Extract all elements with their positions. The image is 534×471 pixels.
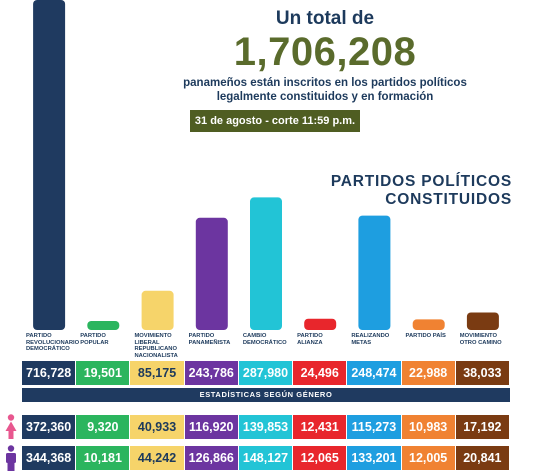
party-total-value: 24,496 [293,361,348,385]
party-name-label: REALIZANDO METAS [351,333,390,346]
men-count-cell: 44,242 [130,446,185,470]
party-name-label: CAMBIO DEMOCRÁTICO [242,333,287,346]
date-badge: 31 de agosto - corte 11:59 p.m. [190,110,360,132]
party-name-label: MOVIMIENTO LIBERAL REPUBLICANO NACIONALI… [134,333,178,359]
men-count-cell: 133,201 [347,446,402,470]
bar-0 [33,0,66,330]
women-count-cell: 9,320 [76,415,131,439]
party-name-label: PARTIDO POPULAR [80,333,109,346]
men-count-cell: 10,181 [76,446,131,470]
party-name-label: PARTIDO PANAMEÑISTA [188,333,231,346]
party-name-label: MOVIMIENTO OTRO CAMINO [459,333,502,346]
subtitle-line-2: legalmente constituidos y en formación [216,91,434,103]
party-total-value: 243,786 [184,361,239,385]
intro-title: Un total de [275,8,375,29]
women-row: 372,360 9,320 40,933 116,920 139,853 12,431 11… [22,415,510,439]
bar-7 [412,319,445,330]
men-row: 344,368 10,181 44,242 126,866 148,127 12,065 1… [22,446,510,470]
party-total-value: 716,728 [22,361,77,385]
section-title-line-1: PARTIDOS POLÍTICOS [330,173,512,190]
party-total-value: 287,980 [238,361,294,385]
men-count-cell: 148,127 [238,446,294,470]
bar-6 [358,215,391,330]
men-count-cell: 20,841 [455,446,510,470]
women-count-cell: 116,920 [184,415,239,439]
men-count-cell: 344,368 [22,446,77,470]
party-name-label: PARTIDO PAÍS [405,333,446,339]
bar-4 [250,197,282,330]
subtitle-line-1: panameños están inscritos en los partido… [183,77,467,89]
header: Un total de 1,706,208 panameños están in… [120,8,530,104]
women-count-cell: 115,273 [347,415,402,439]
party-total-row: 716,728 19,501 85,175 243,786 287,980 24,496 2… [22,361,510,385]
section-title: PARTIDOS POLÍTICOS CONSTITUIDOS [331,173,512,209]
male-icon [6,445,16,471]
men-count-cell: 126,866 [184,446,239,470]
female-icon [5,414,17,439]
party-name-label: PARTIDO ALIANZA [297,333,323,346]
bar-1 [87,321,120,330]
party-total-value: 248,474 [347,361,402,385]
section-title-line-2: CONSTITUIDOS [385,191,512,208]
party-total-value: 85,175 [130,361,185,385]
bar-3 [195,217,228,330]
party-name-label: PARTIDO REVOLUCIONARIO DEMOCRÁTICO [26,333,80,353]
gender-stats-title: ESTADÍSTICAS SEGÚN GÉNERO [22,388,510,402]
men-count-cell: 12,005 [401,446,456,470]
women-count-cell: 372,360 [22,415,77,439]
men-count-cell: 12,065 [293,446,348,470]
total-number: 1,706,208 [233,30,417,74]
women-count-cell: 40,933 [130,415,185,439]
bar-8 [466,312,499,330]
women-count-cell: 12,431 [293,415,348,439]
women-count-cell: 10,983 [401,415,456,439]
party-name-row: PARTIDO REVOLUCIONARIO DEMOCRÁTICO PARTID… [22,332,510,360]
bar-5 [304,318,337,330]
party-total-value: 19,501 [76,361,131,385]
bar-2 [141,290,174,330]
party-total-value: 22,988 [401,361,456,385]
women-count-cell: 17,192 [455,415,510,439]
women-count-cell: 139,853 [238,415,294,439]
party-total-value: 38,033 [455,361,510,385]
